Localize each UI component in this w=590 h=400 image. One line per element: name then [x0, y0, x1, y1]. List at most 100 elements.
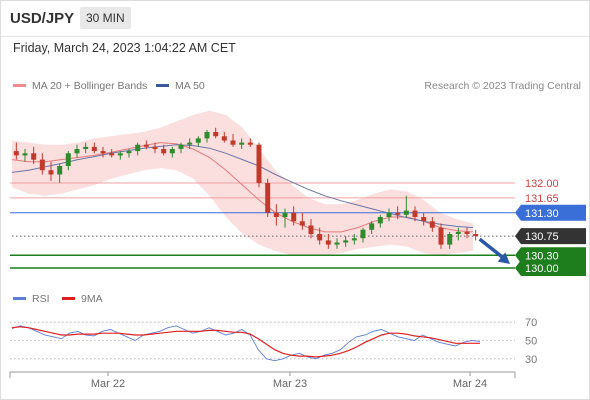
candle — [455, 227, 461, 241]
candle — [83, 142, 89, 154]
candle-body — [65, 153, 71, 166]
candle-body — [100, 151, 106, 154]
legend-9ma-swatch — [62, 296, 75, 300]
rsi-tick-label-30: 30 — [525, 354, 537, 366]
candle-body — [39, 159, 45, 171]
header: USD/JPY 30 MIN — [0, 0, 590, 36]
candle — [195, 136, 201, 147]
candle-body — [143, 144, 149, 147]
candle-body — [239, 142, 245, 145]
candle — [308, 219, 314, 239]
candle — [438, 223, 444, 249]
candle-body — [369, 223, 375, 230]
candle — [143, 140, 149, 149]
candle-body — [464, 231, 470, 234]
candle — [299, 212, 305, 230]
candle — [282, 208, 288, 228]
candle-body — [325, 240, 331, 245]
candle — [135, 142, 141, 156]
x-tick-label-mar-24: Mar 24 — [453, 378, 487, 390]
candles — [13, 127, 479, 249]
candle-body — [256, 144, 262, 183]
candle-body — [299, 221, 305, 226]
candle-body — [360, 229, 366, 239]
level-label-130-75: 130.75 — [525, 231, 559, 243]
candle-body — [31, 153, 37, 160]
candle-body — [83, 146, 89, 149]
candle — [221, 132, 227, 143]
candle — [351, 234, 357, 245]
level-label-132-00: 132.00 — [525, 178, 559, 190]
forecast-arrow-head — [497, 252, 510, 264]
candle — [187, 138, 193, 149]
legend-9ma: 9MA — [62, 293, 103, 305]
candle-body — [421, 217, 427, 222]
legend-ma50-label: MA 50 — [175, 80, 205, 92]
candle-body — [135, 144, 141, 152]
candle-body — [447, 234, 453, 245]
candle-body — [178, 144, 184, 149]
candle-body — [265, 183, 271, 213]
level-label-130-30: 130.30 — [525, 250, 559, 262]
legend-ma50-swatch — [156, 83, 169, 87]
x-tick-label-mar-22: Mar 22 — [91, 378, 125, 390]
candle-body — [412, 210, 418, 217]
rsi-series-rsi — [11, 325, 481, 362]
candle — [213, 127, 219, 139]
candle — [57, 163, 63, 183]
candle — [386, 208, 392, 222]
candle — [412, 206, 418, 222]
candle-body — [22, 153, 28, 156]
timeframe-badge[interactable]: 30 MIN — [80, 7, 131, 29]
candle — [343, 236, 349, 247]
candle — [317, 227, 323, 245]
candle — [403, 195, 409, 217]
candle — [152, 142, 158, 154]
level-label-131-65: 131.65 — [525, 193, 559, 205]
candle-body — [334, 242, 340, 245]
candle-body — [429, 221, 435, 228]
candle — [429, 217, 435, 232]
candle — [464, 227, 470, 239]
candle — [395, 206, 401, 220]
rsi-tick-label-50: 50 — [525, 336, 537, 348]
candle-body — [57, 166, 63, 175]
x-tick-label-mar-23: Mar 23 — [273, 378, 307, 390]
candle-body — [109, 153, 115, 156]
candle — [447, 231, 453, 249]
candle-body — [204, 132, 210, 139]
candle — [65, 151, 71, 171]
candle — [31, 146, 37, 164]
candle-body — [230, 140, 236, 145]
candle-body — [187, 142, 193, 145]
candle — [273, 204, 279, 226]
series-line-ma-20 — [11, 142, 474, 233]
legend-ma50: MA 50 — [156, 80, 205, 92]
candle — [39, 153, 45, 175]
candle — [48, 161, 54, 181]
rsi-series-9ma — [11, 326, 480, 358]
candle-body — [343, 240, 349, 243]
candle — [178, 142, 184, 154]
candle — [256, 142, 262, 188]
candle-body — [247, 142, 253, 145]
candle — [421, 212, 427, 226]
series-line-ma-50 — [11, 144, 474, 229]
candle — [291, 206, 297, 226]
candle-body — [126, 151, 132, 154]
candle-body — [74, 149, 80, 154]
candle — [22, 149, 28, 162]
candle — [74, 144, 80, 158]
candle-body — [117, 153, 123, 156]
candle-body — [291, 212, 297, 222]
forecast-arrow-shaft — [478, 237, 508, 262]
candle — [230, 134, 236, 147]
level-tag-130-30 — [515, 247, 586, 264]
legend-ma20-swatch — [13, 83, 26, 87]
candle-body — [48, 170, 54, 175]
rsi-tick-label-70: 70 — [525, 317, 537, 329]
level-tag-130-00 — [515, 260, 586, 276]
copyright: Research © 2023 Trading Central — [424, 80, 581, 92]
candle-body — [403, 210, 409, 215]
candle — [473, 229, 479, 241]
